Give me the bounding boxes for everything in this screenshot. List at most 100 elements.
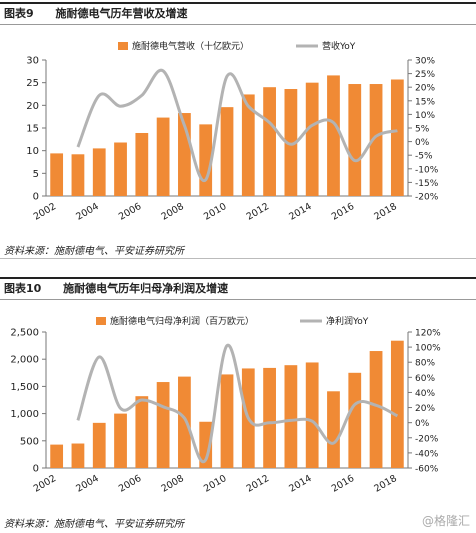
- y-right-tick-label: 40%: [415, 389, 435, 399]
- bar: [92, 422, 106, 468]
- bar: [327, 391, 340, 468]
- bar: [241, 94, 255, 196]
- bar: [390, 79, 404, 196]
- figure-1-source-divider: [0, 258, 476, 259]
- x-tick-label: 2002: [32, 201, 58, 223]
- x-tick-label: 2004: [74, 201, 100, 223]
- x-tick-label: 2008: [159, 473, 185, 495]
- y-right-tick-label: 60%: [415, 374, 435, 384]
- bar: [50, 153, 64, 196]
- y-right-tick-label: -5%: [415, 152, 433, 162]
- y-left-tick-label: 25: [26, 78, 39, 89]
- watermark: @格隆汇: [421, 514, 470, 528]
- y-left-tick-label: 0: [33, 192, 39, 203]
- bar: [305, 362, 319, 468]
- x-tick-label: 2018: [372, 201, 398, 223]
- x-tick-label: 2004: [74, 473, 100, 495]
- legend-bar-label: 施耐德电气归母净利润（百万欧元）: [110, 315, 254, 327]
- y-left-tick-label: 20: [26, 101, 39, 112]
- bar: [263, 87, 276, 196]
- yoy-line: [76, 68, 398, 183]
- x-tick-label: 2016: [330, 201, 356, 223]
- bar: [369, 351, 383, 468]
- figure-1-title: 施耐德电气历年营收及增速: [55, 7, 188, 20]
- x-tick-label: 2006: [117, 473, 143, 495]
- y-left-tick-label: 15: [26, 124, 39, 135]
- x-tick-label: 2016: [330, 473, 356, 495]
- bar: [263, 367, 276, 468]
- bar: [114, 413, 127, 468]
- bar: [327, 75, 340, 196]
- figure-2-source: 资料来源：施耐德电气、平安证券研究所: [4, 519, 184, 530]
- bar: [178, 376, 191, 468]
- bar: [71, 443, 85, 468]
- bar: [369, 84, 383, 196]
- x-tick-label: 2010: [202, 201, 228, 223]
- legend-line-label: 净利润YoY: [326, 315, 369, 327]
- y-right-tick-label: -60%: [415, 465, 439, 475]
- bar: [199, 421, 213, 468]
- figure-2-header: 图表10 施耐德电气历年归母净利润及增速: [0, 277, 476, 300]
- figure-1-number: 图表9: [4, 7, 34, 20]
- y-left-tick-label: 5: [33, 169, 39, 180]
- figure-1-source: 资料来源：施耐德电气、平安证券研究所: [4, 246, 184, 257]
- y-right-tick-label: 20%: [415, 84, 435, 94]
- y-left-tick-label: 1,000: [10, 409, 39, 420]
- bar: [50, 444, 64, 468]
- net-profit-chart: 施耐德电气归母净利润（百万欧元） 净利润YoY 0 500 1,000 1,500 2,00…: [10, 315, 441, 495]
- revenue-chart: 施耐德电气营收（十亿欧元） 营收YoY 0 5 10 15 20 25 30 -20% -15% -1…: [26, 40, 439, 223]
- bar: [71, 154, 85, 196]
- y-right-tick-label: 80%: [415, 359, 435, 369]
- bar: [220, 374, 234, 468]
- bar: [284, 365, 298, 468]
- legend-bar-swatch: [96, 317, 106, 325]
- bar: [156, 117, 170, 196]
- figure-2-number: 图表10: [4, 282, 42, 295]
- legend-line-label: 营收YoY: [322, 40, 356, 52]
- y-right-tick-label: 15%: [415, 97, 435, 107]
- y-left-tick-label: 1,500: [10, 382, 39, 393]
- legend-bar-swatch: [118, 42, 128, 50]
- y-right-tick-label: 25%: [415, 70, 435, 80]
- y-right-tick-label: -20%: [415, 434, 439, 444]
- figure-1-header: 图表9 施耐德电气历年营收及增速: [0, 2, 476, 25]
- bar: [92, 148, 106, 196]
- y-left-tick-label: 500: [20, 436, 39, 447]
- x-tick-label: 2008: [159, 201, 185, 223]
- y-left-tick-label: 10: [26, 146, 39, 157]
- y-right-tick-label: 0%: [415, 419, 430, 429]
- x-tick-label: 2014: [287, 473, 313, 495]
- legend-bar-label: 施耐德电气营收（十亿欧元）: [132, 40, 249, 52]
- bar: [284, 89, 298, 196]
- y-right-tick-label: 0%: [415, 138, 430, 148]
- y-left-tick-label: 30: [26, 56, 39, 67]
- y-right-tick-label: -40%: [415, 449, 439, 459]
- x-tick-label: 2018: [372, 473, 398, 495]
- y-left-tick-label: 0: [33, 464, 39, 475]
- x-tick-label: 2012: [245, 473, 271, 495]
- bar: [220, 107, 234, 196]
- y-right-tick-label: 5%: [415, 125, 430, 135]
- y-right-tick-label: 10%: [415, 111, 435, 121]
- bar: [135, 396, 149, 468]
- y-right-tick-label: 120%: [415, 329, 441, 339]
- bar: [348, 84, 362, 196]
- y-left-tick-label: 2,000: [10, 355, 39, 366]
- figure-2-title: 施耐德电气历年归母净利润及增速: [63, 282, 229, 295]
- x-tick-label: 2014: [287, 201, 313, 223]
- yoy-line: [76, 344, 399, 464]
- x-tick-label: 2012: [245, 201, 271, 223]
- bar: [135, 132, 149, 196]
- x-tick-label: 2006: [117, 201, 143, 223]
- bar: [348, 372, 362, 468]
- y-right-tick-label: 20%: [415, 404, 435, 414]
- bar: [305, 82, 319, 196]
- x-tick-label: 2010: [202, 473, 228, 495]
- y-right-tick-label: 30%: [415, 57, 435, 67]
- y-right-tick-label: 100%: [415, 344, 441, 354]
- bar: [156, 382, 170, 468]
- y-right-tick-label: -15%: [415, 179, 439, 189]
- y-left-tick-label: 2,500: [10, 328, 39, 339]
- bar: [114, 142, 127, 196]
- y-right-tick-label: -10%: [415, 165, 439, 175]
